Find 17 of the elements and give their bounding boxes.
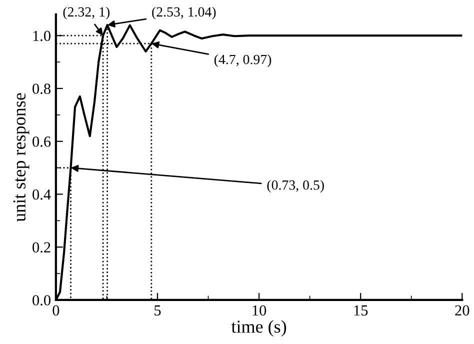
x-axis-title: time (s) [231, 320, 286, 336]
y-tick-label: 0.4 [32, 189, 51, 200]
y-tick-label: 1.0 [33, 30, 50, 42]
x-tick-label: 15 [354, 305, 368, 316]
y-tick-label: 0.8 [32, 84, 50, 94]
y-tick-label: 0.2 [32, 242, 50, 253]
annotation: (2.53, 1.04) [152, 6, 216, 20]
y-tick-label: 0.0 [32, 295, 50, 306]
annotation: (4.7, 0.97) [214, 54, 272, 68]
annotation: (0.73, 0.5) [267, 180, 324, 193]
x-tick-label: 20 [455, 305, 470, 316]
y-tick-label: 0.6 [32, 136, 51, 147]
x-tick-label: 0 [52, 305, 60, 316]
annotation: (2.32, 1) [63, 6, 110, 20]
x-tick-label: 5 [154, 305, 161, 316]
x-tick-label: 10 [252, 305, 266, 316]
y-axis-title: unit step response [13, 93, 30, 222]
